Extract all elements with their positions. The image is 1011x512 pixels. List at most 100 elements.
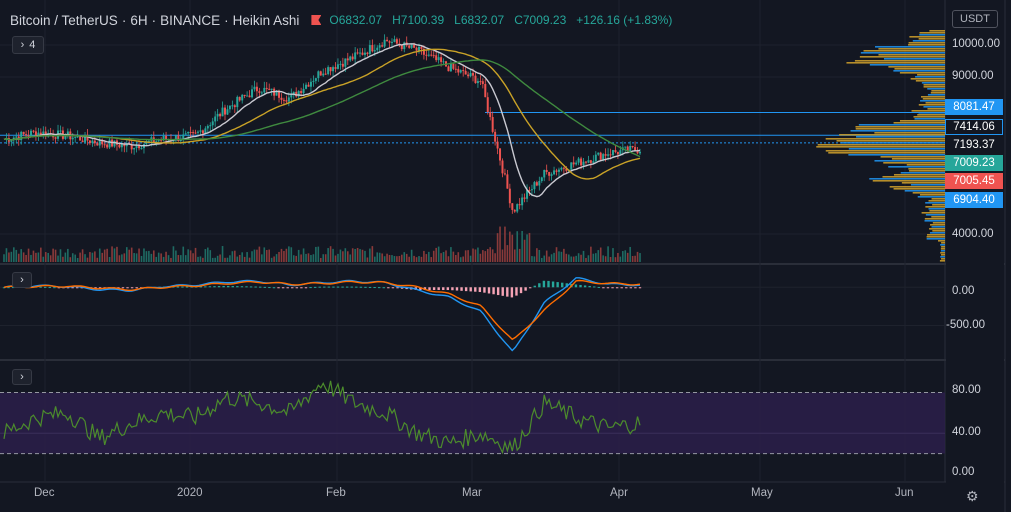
candle [484, 83, 487, 98]
chart-style-label[interactable]: Heikin Ashi [232, 12, 300, 28]
candle [37, 132, 40, 137]
flag-icon[interactable] [311, 15, 322, 25]
volume-bar [202, 257, 204, 262]
volume-profile-bar [878, 54, 945, 56]
volume-bar [369, 248, 371, 262]
candle [305, 84, 308, 89]
candle [368, 45, 371, 55]
candle [530, 189, 533, 191]
volume-bar [81, 249, 84, 262]
volume-bar [288, 246, 290, 262]
volume-profile-bar [922, 98, 945, 100]
volume-bar [150, 253, 153, 262]
candle [307, 84, 310, 87]
macd-histogram-bar [496, 287, 500, 296]
volume-profile-bar [909, 170, 945, 172]
macd-histogram-bar [117, 287, 120, 289]
volume-profile-bar [848, 154, 945, 156]
macd-histogram-bar [460, 287, 463, 291]
candle [378, 45, 381, 48]
candle [538, 181, 541, 186]
candle [91, 140, 94, 144]
gear-icon[interactable]: ⚙ [966, 488, 979, 504]
volume-bar [300, 254, 302, 262]
candle [363, 52, 366, 55]
macd-histogram-bar [432, 287, 436, 291]
macd-histogram-bar [528, 287, 532, 289]
volume-bar [459, 257, 462, 262]
volume-bar [59, 249, 62, 262]
candle [344, 58, 347, 67]
macd-histogram-bar [323, 286, 326, 288]
volume-bar [138, 248, 140, 262]
currency-button[interactable]: USDT [952, 10, 998, 28]
rsi-toggle-button[interactable]: › [12, 369, 32, 385]
macd-toggle-button[interactable]: › [12, 272, 32, 288]
candle [74, 136, 77, 138]
volume-profile-bar [906, 164, 945, 166]
macd-histogram-bar [318, 286, 321, 288]
volume-profile-bar [855, 128, 945, 130]
candle [27, 135, 30, 137]
volume-bar [40, 247, 42, 262]
volume-profile-bar [921, 212, 945, 214]
volume-bar [496, 233, 499, 262]
volume-bar [128, 249, 131, 262]
volume-profile-bar [941, 242, 945, 244]
candle [300, 91, 303, 94]
symbol-title[interactable]: Bitcoin / TetherUS [10, 12, 118, 28]
volume-profile-bar [940, 254, 945, 256]
macd-histogram-bar [185, 286, 189, 288]
volume-bar [440, 253, 442, 262]
volume-bar [162, 256, 165, 262]
volume-profile-bar [924, 218, 945, 220]
interval-label[interactable]: 6H [130, 12, 148, 28]
candle [496, 141, 499, 149]
volume-bar [116, 246, 118, 262]
macd-histogram-bar [391, 287, 395, 289]
volume-bar [548, 256, 550, 262]
candle [506, 174, 509, 189]
volume-bar [76, 257, 79, 262]
volume-bar [111, 246, 113, 262]
candle [118, 144, 121, 148]
macd-histogram-bar [561, 282, 564, 288]
volume-profile-bar [923, 84, 945, 86]
volume-bar [143, 248, 145, 262]
candle [39, 132, 42, 136]
volume-bar [15, 249, 18, 262]
candle [278, 90, 281, 98]
volume-profile-bar [911, 110, 945, 112]
signal-line [3, 279, 641, 341]
macd-histogram-bar [368, 286, 372, 288]
macd-histogram-bar [355, 286, 358, 288]
candle [555, 170, 558, 172]
volume-profile-bar [925, 102, 945, 104]
candle [258, 91, 261, 93]
volume-profile-bar [874, 160, 945, 162]
candle [545, 169, 548, 172]
candle [415, 47, 418, 51]
candle [373, 50, 376, 52]
candle [366, 52, 369, 55]
volume-bar [8, 252, 10, 262]
candle [565, 168, 568, 171]
volume-profile-bar [931, 226, 945, 228]
candle [79, 136, 82, 141]
indicator-toggle-button[interactable]: › 4 [12, 36, 44, 54]
volume-bar [170, 257, 172, 262]
volume-profile-bar [874, 132, 945, 134]
candle [523, 197, 526, 199]
candle [346, 58, 349, 61]
price-label: 8081.47 [945, 99, 1003, 115]
macd-histogram-bar [217, 286, 221, 288]
volume-bar [344, 248, 347, 262]
x-tick-label: May [751, 487, 773, 499]
candle [354, 52, 357, 60]
price-label: 7005.45 [945, 173, 1003, 189]
volume-bar [511, 234, 514, 262]
volume-bar [531, 256, 533, 262]
volume-profile-bar [839, 134, 945, 136]
macd-histogram-bar [474, 287, 477, 292]
